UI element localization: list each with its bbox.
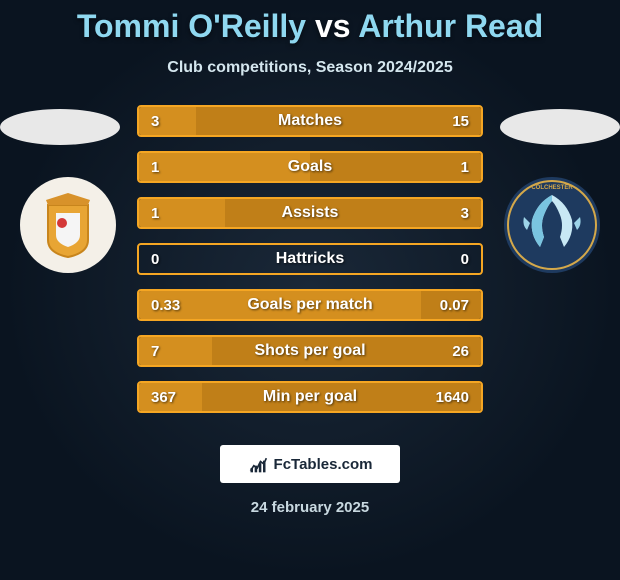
stat-value-left: 7: [139, 343, 209, 360]
stat-label: Assists: [209, 204, 411, 222]
comparison-title: Tommi O'Reilly vs Arthur Read: [0, 0, 620, 45]
stat-row: 0.33Goals per match0.07: [137, 289, 483, 321]
oval-right: [500, 109, 620, 145]
stat-value-left: 367: [139, 389, 209, 406]
date-text: 24 february 2025: [0, 499, 620, 516]
stat-value-left: 0.33: [139, 297, 209, 314]
stat-row: 1Assists3: [137, 197, 483, 229]
stat-row: 0Hattricks0: [137, 243, 483, 275]
stat-value-left: 1: [139, 159, 209, 176]
player1-name: Tommi O'Reilly: [77, 8, 306, 44]
stat-value-right: 0: [411, 251, 481, 268]
stat-value-right: 1640: [411, 389, 481, 406]
stat-value-left: 1: [139, 205, 209, 222]
club-badge-left: [18, 175, 118, 275]
subtitle: Club competitions, Season 2024/2025: [0, 59, 620, 77]
stat-row: 367Min per goal1640: [137, 381, 483, 413]
oval-left: [0, 109, 120, 145]
stat-row: 3Matches15: [137, 105, 483, 137]
stat-value-left: 3: [139, 113, 209, 130]
club-badge-right: COLCHESTER: [502, 175, 602, 275]
stat-row: 1Goals1: [137, 151, 483, 183]
stat-value-right: 3: [411, 205, 481, 222]
stat-label: Matches: [209, 112, 411, 130]
vs-text: vs: [315, 8, 351, 44]
stat-label: Hattricks: [209, 250, 411, 268]
stat-value-right: 15: [411, 113, 481, 130]
stats-content: COLCHESTER 3Matches151Goals11Assists30Ha…: [0, 105, 620, 425]
svg-text:COLCHESTER: COLCHESTER: [531, 185, 573, 191]
stat-value-right: 1: [411, 159, 481, 176]
stats-list: 3Matches151Goals11Assists30Hattricks00.3…: [137, 105, 483, 413]
stat-label: Goals per match: [209, 296, 411, 314]
stat-value-left: 0: [139, 251, 209, 268]
player2-name: Arthur Read: [358, 8, 543, 44]
stat-label: Goals: [209, 158, 411, 176]
stat-value-right: 26: [411, 343, 481, 360]
stat-label: Shots per goal: [209, 342, 411, 360]
stat-row: 7Shots per goal26: [137, 335, 483, 367]
watermark-text: FcTables.com: [274, 456, 373, 473]
stat-label: Min per goal: [209, 388, 411, 406]
chart-icon: [248, 454, 268, 474]
watermark: FcTables.com: [220, 445, 400, 483]
stat-value-right: 0.07: [411, 297, 481, 314]
